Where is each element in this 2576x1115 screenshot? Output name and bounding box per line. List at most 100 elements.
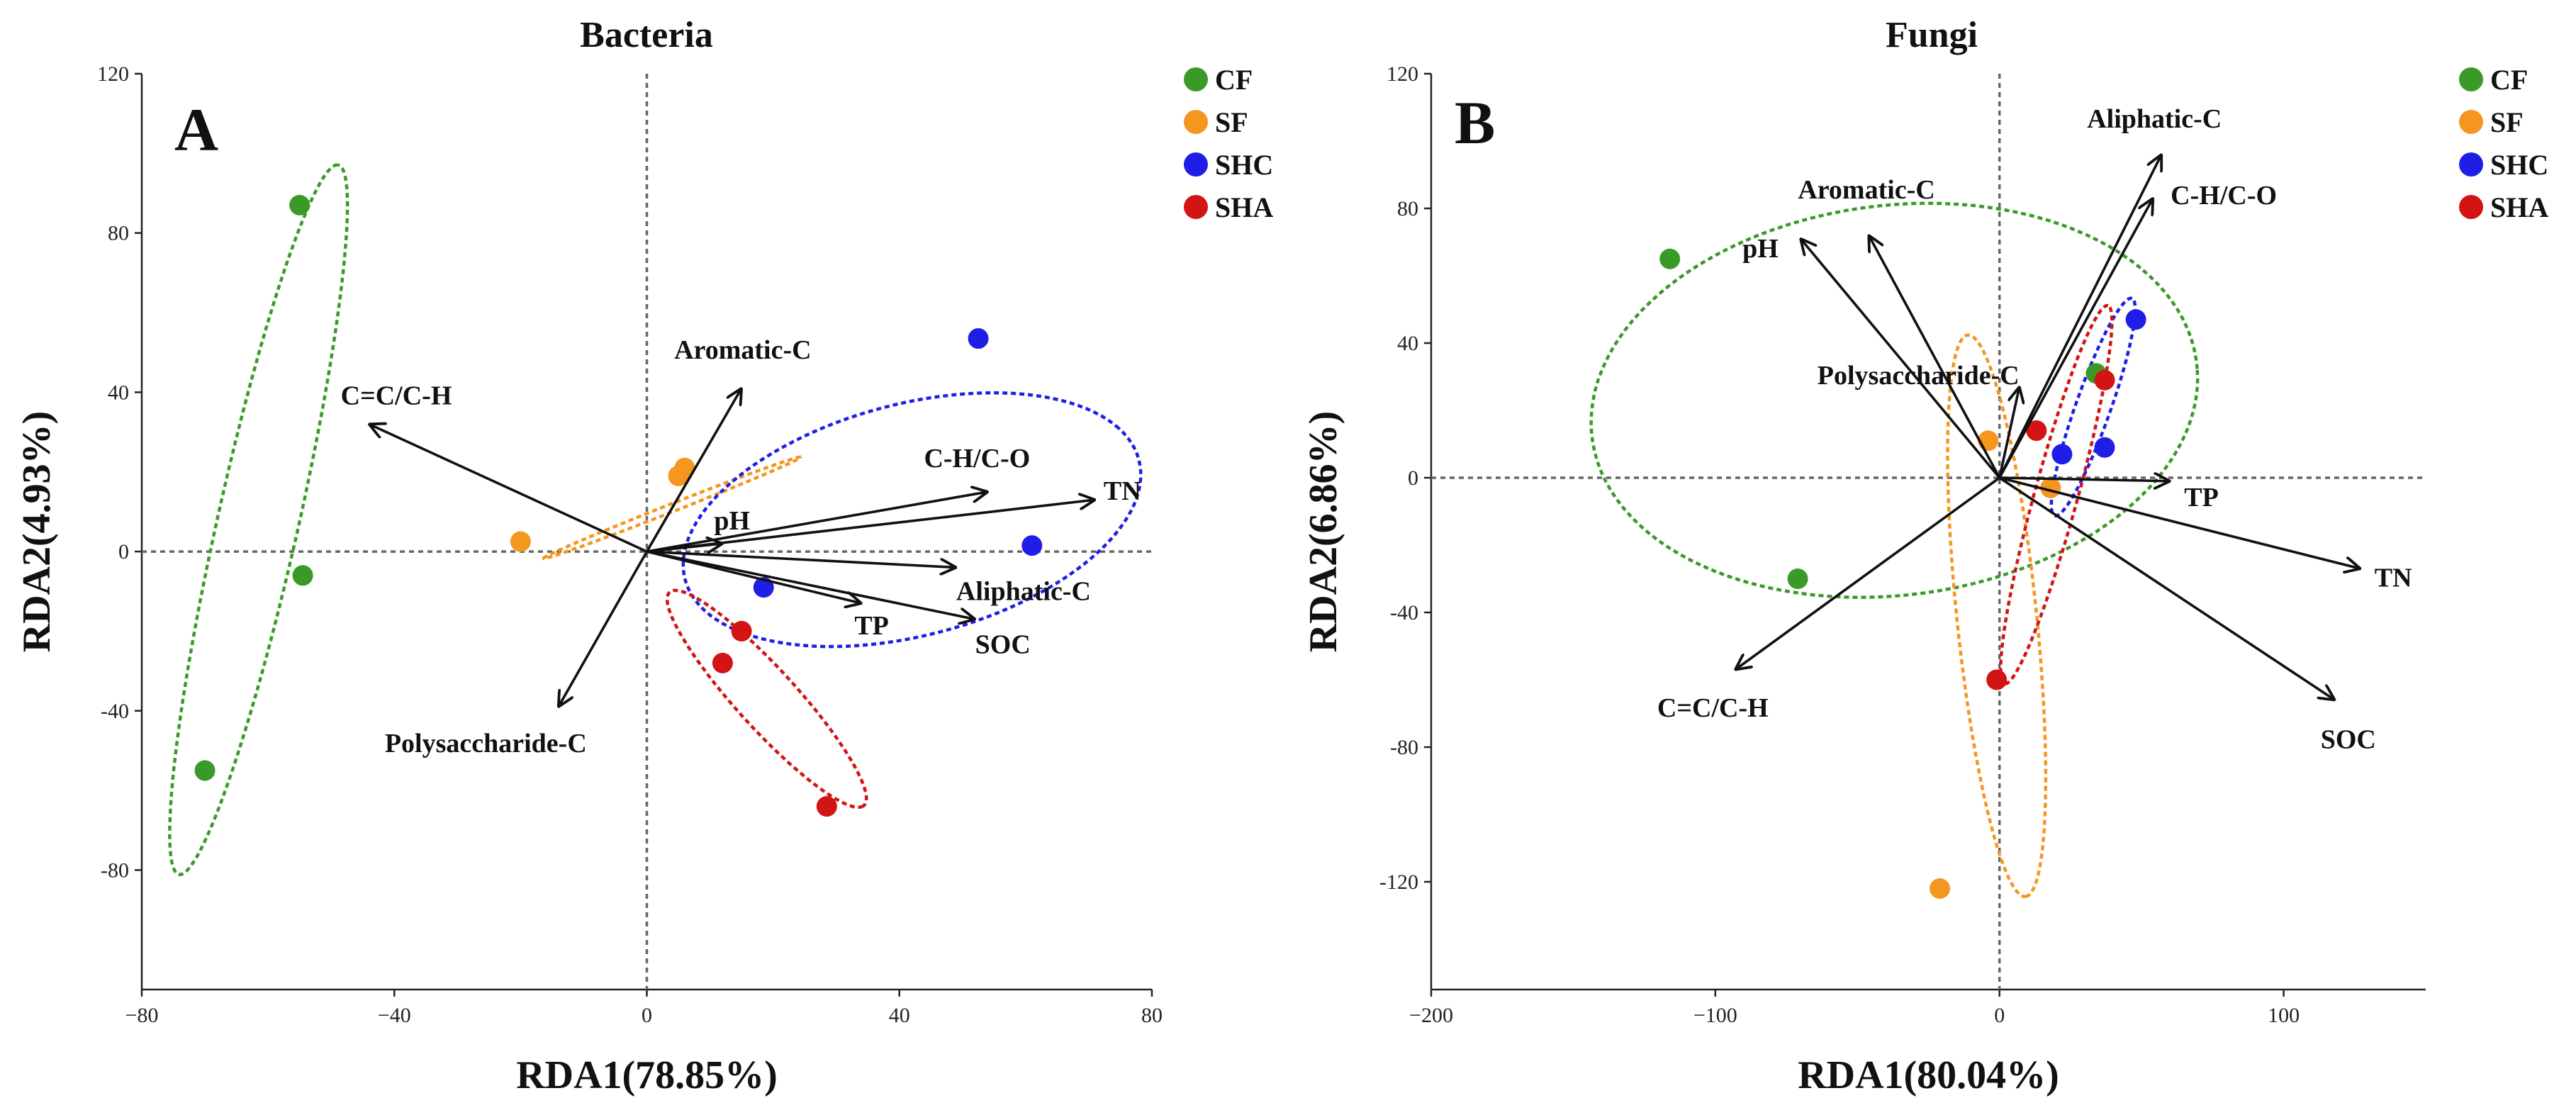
ellipse-shc [2049, 296, 2137, 517]
point-sf [1930, 878, 1951, 899]
y-tick-label: -80 [1390, 736, 1418, 759]
vector-aliphatic-c [1998, 155, 2161, 478]
legend-marker-shc [2459, 152, 2483, 177]
vector-label-aromatic-c: Aromatic-C [1798, 175, 1934, 205]
vector-label-polysaccharide-c: Polysaccharide-C [385, 729, 587, 758]
y-tick-label: -40 [1390, 601, 1418, 624]
point-sha [2026, 420, 2047, 441]
vector-tn [1999, 476, 2361, 568]
y-tick-label: -80 [101, 858, 129, 882]
x-axis-title: RDA1(78.85%) [516, 1053, 778, 1097]
legend-marker-sha [1184, 195, 1208, 219]
legend-label-cf: CF [1215, 64, 1253, 96]
point-cf [1659, 248, 1681, 269]
vector-label-aromatic-c: Aromatic-C [674, 335, 811, 365]
y-tick-label: 120 [97, 62, 129, 86]
legend-label-sha: SHA [2490, 191, 2548, 223]
vector-soc [646, 550, 975, 619]
legend-label-cf: CF [2490, 64, 2528, 96]
point-shc [968, 328, 989, 349]
point-sf [674, 457, 695, 478]
point-sha [1986, 669, 2007, 690]
vector-label-soc: SOC [975, 630, 1031, 660]
vector-aromatic-c [645, 388, 742, 552]
point-shc [2125, 309, 2146, 330]
panel-letter: B [1455, 89, 1495, 157]
vector-tp [1999, 478, 2171, 481]
vector-label-tp: TP [854, 611, 889, 641]
legend-label-sf: SF [1215, 106, 1248, 138]
y-tick-label: 40 [108, 381, 129, 404]
point-shc [2051, 444, 2073, 465]
vector-c-c-c-h [369, 424, 648, 553]
x-tick-label: −80 [125, 1004, 159, 1027]
y-tick-label: 80 [108, 222, 129, 245]
x-tick-label: 40 [889, 1004, 910, 1027]
chart-title: Bacteria [580, 15, 713, 55]
vector-label-tn: TN [2375, 563, 2412, 593]
x-tick-label: 100 [2268, 1004, 2300, 1027]
y-tick-label: 0 [118, 540, 129, 564]
bacteria-panel: -80 -40 0 40 80 120 −80 −40 0 40 80 C=C/C-H Aromatic… [15, 15, 1273, 1097]
x-axis-title: RDA1(80.04%) [1798, 1053, 2059, 1097]
point-sha [2094, 369, 2115, 391]
chart-title: Fungi [1886, 15, 1978, 55]
x-tick-label: 0 [642, 1004, 652, 1027]
legend-marker-cf [2459, 67, 2483, 91]
vector-label-aliphatic-c: Aliphatic-C [956, 577, 1091, 607]
x-tick-label: −100 [1693, 1004, 1737, 1027]
x-tick-label: 0 [1994, 1004, 2005, 1027]
vector-polysaccharide-c [559, 551, 649, 707]
vector-ph [646, 544, 723, 551]
vector-ph [1801, 239, 2001, 479]
vector-label-c-c-c-h: C=C/C-H [341, 381, 452, 410]
vector-label-tp: TP [2184, 483, 2219, 512]
point-shc [1021, 535, 1043, 556]
fungi-panel: -120 -80 -40 0 40 80 120 −200 −100 0 100 Aliphatic-… [1301, 15, 2548, 1097]
vector-label-tn: TN [1104, 476, 1141, 506]
legend-label-sf: SF [2490, 106, 2524, 138]
point-cf [1787, 568, 1808, 589]
ellipse-shc [681, 391, 1143, 649]
point-cf [194, 760, 215, 781]
point-sha [816, 796, 837, 817]
vector-label-aliphatic-c: Aliphatic-C [2087, 104, 2222, 134]
x-tick-label: −200 [1409, 1004, 1453, 1027]
vector-label-c-c-c-h: C=C/C-H [1657, 693, 1769, 723]
point-shc [2094, 437, 2115, 458]
point-cf [292, 565, 313, 586]
vector-aliphatic-c [646, 550, 956, 567]
legend-marker-cf [1184, 67, 1208, 91]
y-tick-label: -40 [101, 700, 129, 723]
y-axis-title: RDA2(6.86%) [1301, 411, 1345, 653]
panel-letter: A [174, 96, 218, 164]
ellipse-cf [1589, 201, 2200, 600]
vector-aromatic-c [1869, 235, 2001, 478]
vector-c-h-c-o [1998, 198, 2153, 478]
vector-label-c-h-c-o: C-H/C-O [924, 444, 1030, 474]
vector-c-h-c-o [646, 492, 988, 553]
vector-label-c-h-c-o: C-H/C-O [2171, 181, 2277, 211]
vector-label-soc: SOC [2321, 725, 2376, 755]
point-cf [289, 194, 310, 215]
y-tick-label: 40 [1397, 332, 1418, 355]
ellipse-sha [665, 588, 868, 809]
legend-marker-sf [1184, 110, 1208, 134]
y-axis-title: RDA2(4.93%) [15, 411, 59, 653]
point-sha [712, 652, 733, 673]
legend-label-sha: SHA [1215, 191, 1273, 223]
y-tick-label: -120 [1379, 870, 1418, 894]
legend-label-shc: SHC [1215, 149, 1273, 181]
ellipse-sf [1946, 333, 2048, 899]
ellipse-cf [168, 163, 349, 877]
vector-polysaccharide-c [1998, 387, 2020, 478]
y-tick-label: 0 [1408, 466, 1418, 490]
vector-label-polysaccharide-c: Polysaccharide-C [1818, 361, 2020, 391]
x-tick-label: 80 [1141, 1004, 1163, 1027]
vector-soc [1998, 476, 2335, 700]
point-sf [510, 531, 531, 552]
legend-marker-shc [1184, 152, 1208, 177]
legend-marker-sha [2459, 195, 2483, 219]
y-tick-label: 80 [1397, 197, 1418, 220]
